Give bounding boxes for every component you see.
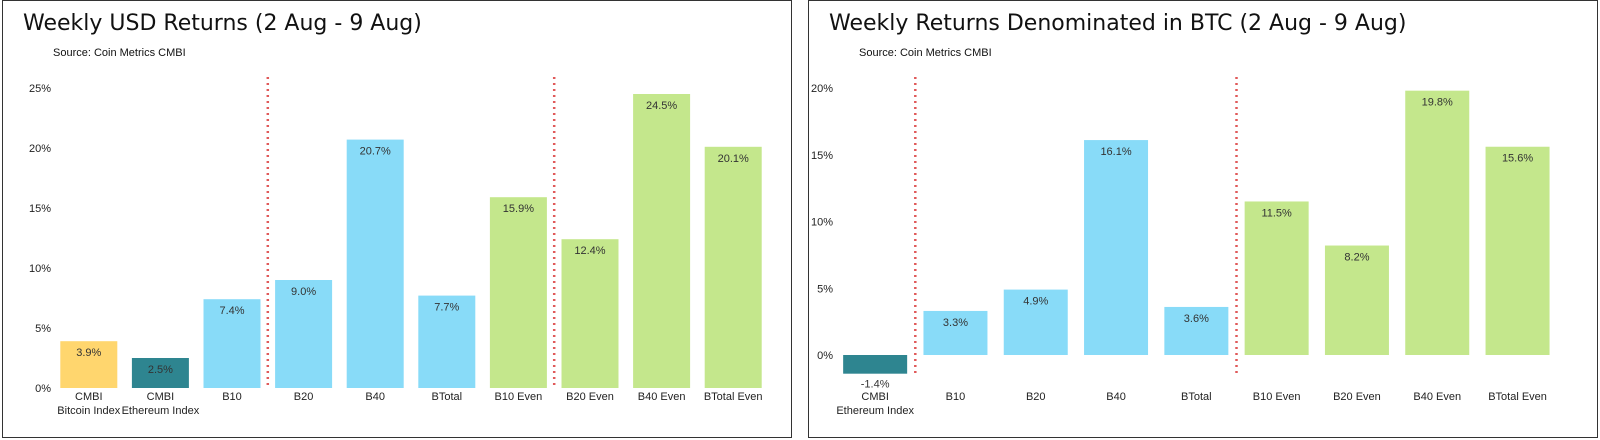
y-tick-label: 5% [35, 323, 51, 335]
bar [418, 295, 476, 388]
data-label: 3.3% [943, 317, 968, 329]
data-label: -1.4% [861, 379, 890, 391]
x-tick-label: BTotal [432, 391, 463, 403]
bar [1164, 306, 1229, 355]
y-tick-label: 15% [29, 203, 51, 215]
data-label: 19.8% [1422, 97, 1453, 109]
data-label: 20.1% [718, 153, 749, 165]
x-tick-label: CMBI [75, 391, 103, 403]
data-label: 2.5% [148, 364, 173, 376]
data-label: 15.6% [1502, 153, 1533, 165]
data-label: 16.1% [1100, 146, 1131, 158]
bar [561, 239, 619, 388]
chart-source: Source: Coin Metrics CMBI [859, 47, 992, 59]
x-tick-label: BTotal [1181, 391, 1212, 403]
x-tick-label: B10 [222, 391, 242, 403]
bar [1244, 201, 1309, 355]
x-tick-label: B20 [294, 391, 314, 403]
x-tick-label: B20 Even [566, 391, 614, 403]
x-tick-label: B10 Even [1253, 391, 1301, 403]
y-tick-label: 10% [811, 217, 833, 229]
x-tick-label: B10 [946, 391, 966, 403]
bar [489, 197, 547, 388]
bar [131, 358, 189, 388]
bar [1405, 90, 1470, 356]
data-label: 8.2% [1344, 252, 1369, 264]
data-label: 9.0% [291, 286, 316, 298]
bar [1485, 146, 1550, 355]
data-label: 7.7% [434, 302, 459, 314]
x-tick-label: Bitcoin Index [57, 405, 120, 417]
y-tick-label: 15% [811, 150, 833, 162]
bar [275, 280, 333, 388]
chart-title: Weekly USD Returns (2 Aug - 9 Aug) [23, 11, 422, 36]
x-tick-label: Ethereum Index [122, 405, 200, 417]
bar [633, 94, 691, 388]
data-label: 11.5% [1261, 207, 1292, 219]
data-label: 3.6% [1184, 313, 1209, 325]
x-tick-label: B10 Even [495, 391, 543, 403]
x-tick-label: CMBI [147, 391, 175, 403]
bar [60, 341, 118, 388]
x-tick-label: B40 Even [1413, 391, 1461, 403]
bar [1003, 289, 1068, 355]
y-tick-label: 20% [811, 83, 833, 95]
usd-returns-panel: Weekly USD Returns (2 Aug - 9 Aug) Sourc… [2, 0, 792, 438]
x-tick-label: BTotal Even [704, 391, 763, 403]
x-tick-label: B40 [365, 391, 385, 403]
y-tick-label: 25% [29, 83, 51, 95]
chart-title: Weekly Returns Denominated in BTC (2 Aug… [829, 11, 1407, 36]
x-tick-label: B40 [1106, 391, 1126, 403]
data-label: 15.9% [503, 203, 534, 215]
bar [203, 299, 261, 388]
x-tick-label: B40 Even [638, 391, 686, 403]
y-tick-label: 10% [29, 263, 51, 275]
data-label: 12.4% [574, 245, 605, 257]
bar [704, 146, 762, 388]
data-label: 7.4% [219, 305, 244, 317]
bar [843, 355, 908, 374]
x-tick-label: BTotal Even [1488, 391, 1547, 403]
y-tick-label: 0% [817, 350, 833, 362]
x-tick-label: Ethereum Index [836, 405, 914, 417]
x-tick-label: B20 Even [1333, 391, 1381, 403]
y-tick-label: 20% [29, 143, 51, 155]
chart-source: Source: Coin Metrics CMBI [53, 47, 186, 59]
data-label: 24.5% [646, 100, 677, 112]
y-tick-label: 5% [817, 283, 833, 295]
data-label: 4.9% [1023, 296, 1048, 308]
data-label: 20.7% [360, 146, 391, 158]
x-tick-label: B20 [1026, 391, 1046, 403]
bar [1324, 245, 1389, 355]
data-label: 3.9% [76, 347, 101, 359]
bar [346, 139, 404, 388]
x-tick-label: CMBI [861, 391, 889, 403]
usd-returns-chart: 0% 5% 10% 15% 20% 25% 3.9% CMBI Bitcoin Index 2.5… [29, 77, 763, 417]
btc-returns-chart: 0% 5% 10% 15% 20% -1.4%CMBI Ethereum Index 3.3%… [811, 77, 1550, 417]
bar [923, 310, 988, 355]
btc-returns-panel: Weekly Returns Denominated in BTC (2 Aug… [808, 0, 1598, 438]
bar [1084, 140, 1149, 355]
y-tick-label: 0% [35, 383, 51, 395]
